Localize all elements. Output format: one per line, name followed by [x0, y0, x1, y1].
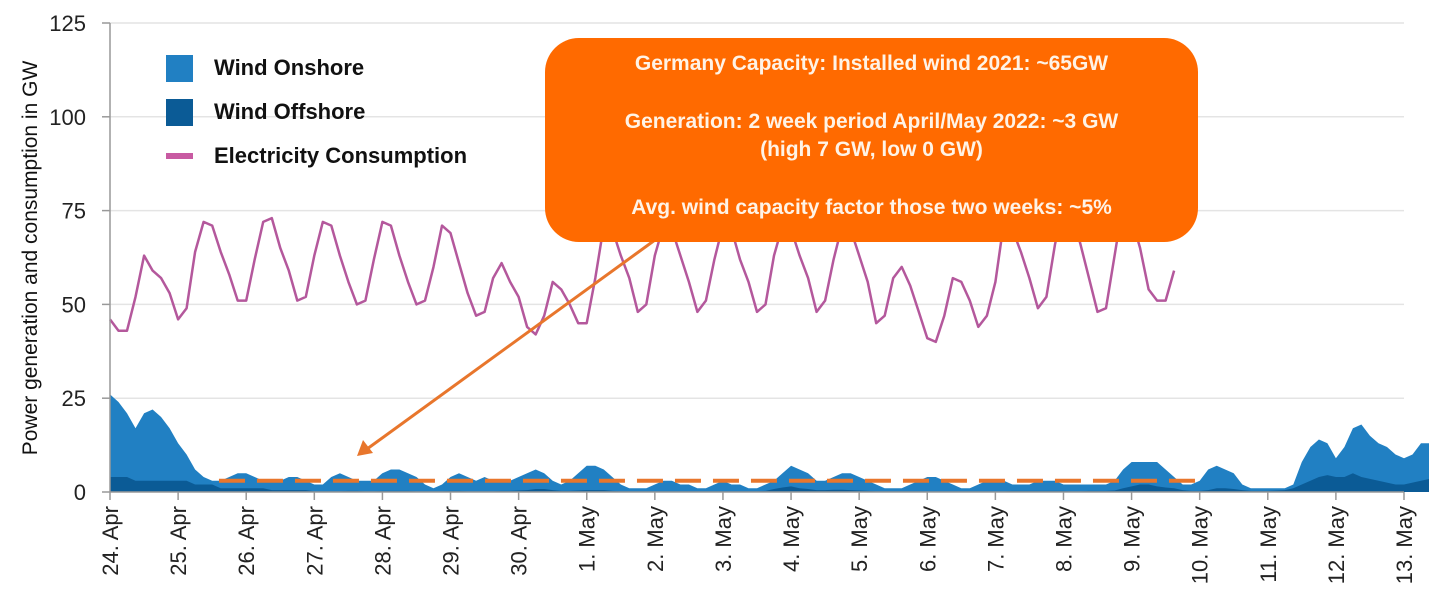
- y-tick-label: 75: [62, 199, 86, 224]
- x-tick-label: 24. Apr: [98, 506, 123, 576]
- y-tick-label: 25: [62, 386, 86, 411]
- arrow-shaft: [366, 238, 656, 451]
- y-tick-label: 50: [62, 292, 86, 317]
- y-tick-label: 125: [49, 11, 86, 36]
- wind-onshore-area: [110, 394, 1429, 492]
- x-tick-label: 25. Apr: [166, 506, 191, 576]
- consumption-line: [109, 201, 1176, 344]
- x-tick-label: 6. May: [915, 506, 940, 572]
- x-tick-label: 5. May: [847, 506, 872, 572]
- x-tick-label: 30. Apr: [507, 506, 532, 576]
- callout-generation: Generation: 2 week period April/May 2022…: [624, 110, 1119, 133]
- axes: [109, 23, 1404, 493]
- legend-label: Wind Offshore: [214, 99, 366, 124]
- annotation-arrow: [357, 238, 656, 456]
- x-tick-label: 4. May: [779, 506, 804, 572]
- x-tick-label: 29. Apr: [439, 506, 464, 576]
- callout-capacity: Germany Capacity: Installed wind 2021: ~…: [634, 52, 1109, 75]
- x-tick-label: 8. May: [1051, 506, 1076, 572]
- legend-swatch-wind-onshore: [166, 54, 193, 82]
- x-tick-label: 11. May: [1256, 506, 1281, 583]
- x-tick-labels: 24. Apr 25. Apr 26. Apr 27. Apr 28. Apr 29. A…: [98, 492, 1417, 584]
- legend-item-wind-onshore: Wind Onshore: [166, 46, 467, 90]
- x-tick-label: 1. May: [575, 506, 600, 572]
- x-tick-label: 2. May: [643, 506, 668, 572]
- y-tick-label: 100: [49, 105, 86, 130]
- legend-label: Wind Onshore: [214, 55, 365, 80]
- legend-label: Electricity Consumption: [214, 143, 468, 168]
- arrow-head: [357, 440, 373, 456]
- wind-offshore-area: [110, 473, 1429, 492]
- legend-item-wind-offshore: Wind Offshore: [166, 90, 467, 134]
- x-tick-label: 27. Apr: [302, 506, 327, 576]
- legend-swatch-wind-offshore: [166, 98, 193, 126]
- x-tick-label: 12. May: [1324, 506, 1349, 584]
- x-tick-label: 7. May: [983, 506, 1008, 572]
- x-tick-label: 10. May: [1188, 506, 1213, 584]
- x-tick-label: 28. Apr: [370, 506, 395, 576]
- annotation-callout: Germany Capacity: Installed wind 2021: ~…: [545, 38, 1198, 242]
- callout-capacity-factor: Avg. wind capacity factor those two week…: [631, 196, 1112, 219]
- x-tick-label: 26. Apr: [234, 506, 259, 576]
- legend-item-consumption: Electricity Consumption: [166, 134, 467, 178]
- x-tick-label: 13. May: [1392, 506, 1417, 584]
- y-tick-labels: 0 25 50 75 100 125: [49, 11, 110, 505]
- area-series: [110, 394, 1429, 492]
- x-tick-label: 9. May: [1120, 506, 1145, 572]
- y-axis-title: Power generation and consumption in GW: [19, 61, 42, 456]
- legend: Wind Onshore Wind Offshore Electricity C…: [166, 46, 467, 178]
- x-tick-label: 3. May: [711, 506, 736, 572]
- callout-range: (high 7 GW, low 0 GW): [760, 138, 983, 161]
- y-tick-label: 0: [74, 480, 86, 505]
- line-series: [109, 201, 1176, 344]
- legend-swatch-consumption: [166, 153, 193, 159]
